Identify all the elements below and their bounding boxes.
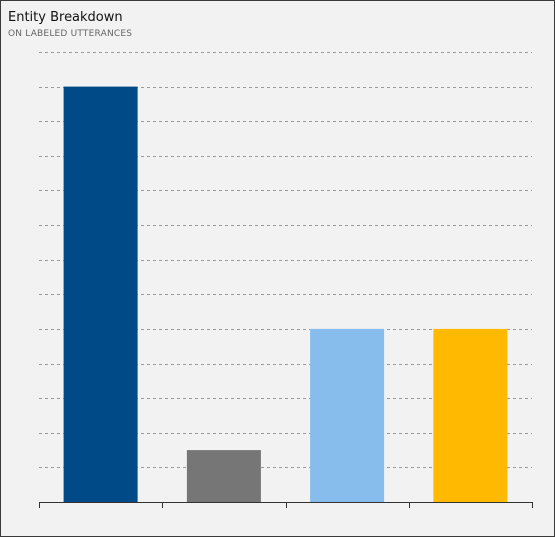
bars (63, 86, 508, 502)
bar-2[interactable] (186, 450, 261, 502)
bar-4[interactable] (433, 328, 508, 502)
chart-title: Entity Breakdown (8, 10, 123, 25)
x-axis (39, 502, 533, 508)
gridlines (39, 52, 532, 468)
chart-subtitle: ON LABELED UTTERANCES (8, 29, 133, 39)
bar-3[interactable] (310, 328, 385, 502)
bar-1[interactable] (63, 86, 138, 502)
